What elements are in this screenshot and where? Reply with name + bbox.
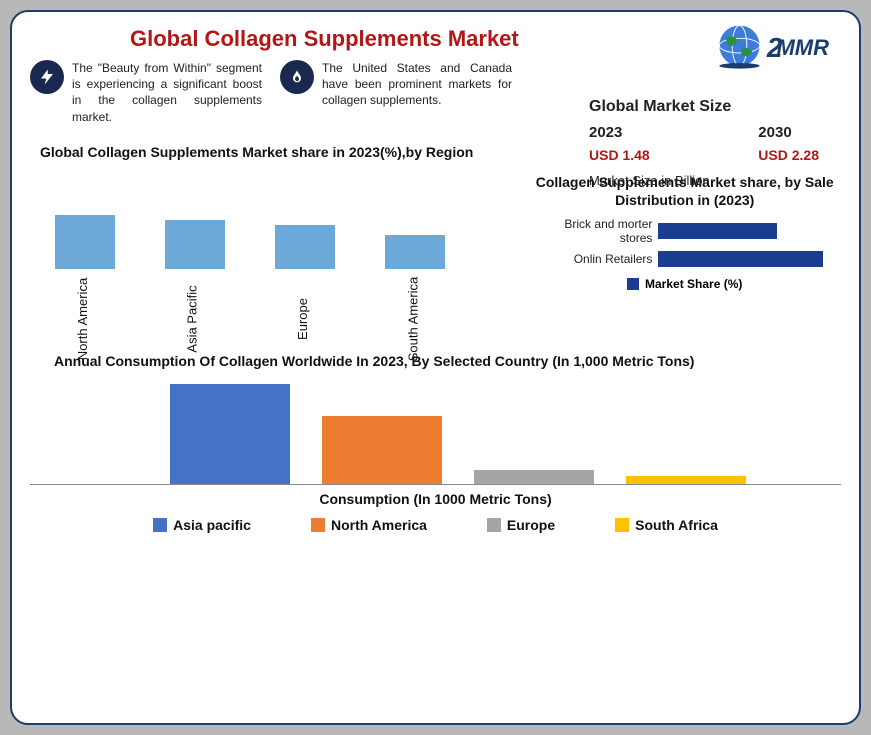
region-bar-col: Asia Pacific (160, 220, 230, 329)
region-bar (55, 215, 115, 269)
insight-item: The United States and Canada have been p… (280, 60, 512, 125)
region-chart: North America Asia Pacific Europe South … (30, 169, 518, 329)
market-size-value: USD 1.48 (589, 147, 650, 163)
legend-swatch (487, 518, 501, 532)
market-size-title: Global Market Size (589, 98, 819, 116)
flame-icon (280, 60, 314, 94)
region-bar-label: Europe (295, 298, 315, 340)
consumption-legend-item: Europe (487, 517, 555, 533)
consumption-legend: Asia pacific North America Europe South Afr… (30, 517, 841, 533)
distribution-bar (658, 251, 822, 267)
region-bar-label: North America (75, 278, 95, 360)
consumption-xlabel: Consumption (In 1000 Metric Tons) (30, 491, 841, 507)
legend-swatch (615, 518, 629, 532)
legend-swatch (153, 518, 167, 532)
region-bar (275, 225, 335, 269)
region-bar (385, 235, 445, 269)
distribution-bar-label: Brick and morter stores (528, 217, 658, 245)
distribution-chart-block: Collagen Supplements Market share, by Sa… (528, 173, 841, 329)
legend-swatch (627, 278, 639, 290)
consumption-legend-item: North America (311, 517, 427, 533)
logo: 2 MMR (712, 20, 829, 75)
region-bar (165, 220, 225, 269)
consumption-bar (170, 384, 290, 484)
consumption-bar (322, 416, 442, 484)
distribution-legend-label: Market Share (%) (645, 277, 742, 291)
consumption-legend-item: South Africa (615, 517, 718, 533)
insight-text: The "Beauty from Within" segment is expe… (72, 60, 262, 125)
consumption-bar (474, 470, 594, 484)
market-size-year: 2023 (589, 124, 650, 141)
consumption-legend-item: Asia pacific (153, 517, 251, 533)
region-bar-label: South America (405, 277, 425, 362)
insight-text: The United States and Canada have been p… (322, 60, 512, 109)
region-bar-col: Europe (270, 225, 340, 329)
market-size-subtitle: Market Size in Billion (589, 173, 819, 188)
distribution-legend: Market Share (%) (528, 277, 841, 291)
infographic-card: Global Collagen Supplements Market 2 MMR… (10, 10, 861, 725)
distribution-bar-row: Onlin Retailers (528, 247, 841, 271)
region-bar-col: South America (380, 235, 450, 329)
legend-swatch (311, 518, 325, 532)
consumption-bar (626, 476, 746, 484)
market-size-years: 2023 USD 1.48 2030 USD 2.28 (589, 124, 819, 163)
distribution-bar-row: Brick and morter stores (528, 219, 841, 243)
logo-text: MMR (776, 35, 829, 61)
globe-icon (712, 20, 767, 75)
consumption-chart-block: Annual Consumption Of Collagen Worldwide… (30, 353, 841, 533)
market-size-value: USD 2.28 (758, 147, 819, 163)
market-size-year: 2030 (758, 124, 819, 141)
distribution-bar (658, 223, 777, 239)
region-bar-label: Asia Pacific (185, 285, 205, 352)
market-size-block: Global Market Size 2023 USD 1.48 2030 US… (589, 98, 819, 188)
insight-item: The "Beauty from Within" segment is expe… (30, 60, 262, 125)
region-bar-col: North America (50, 215, 120, 329)
distribution-bar-label: Onlin Retailers (528, 252, 658, 266)
bolt-icon (30, 60, 64, 94)
consumption-chart (30, 375, 841, 485)
region-chart-title: Global Collagen Supplements Market share… (40, 143, 518, 161)
region-chart-block: Global Collagen Supplements Market share… (30, 143, 518, 329)
distribution-chart: Brick and morter stores Onlin Retailers (528, 219, 841, 271)
consumption-chart-title: Annual Consumption Of Collagen Worldwide… (54, 353, 841, 369)
